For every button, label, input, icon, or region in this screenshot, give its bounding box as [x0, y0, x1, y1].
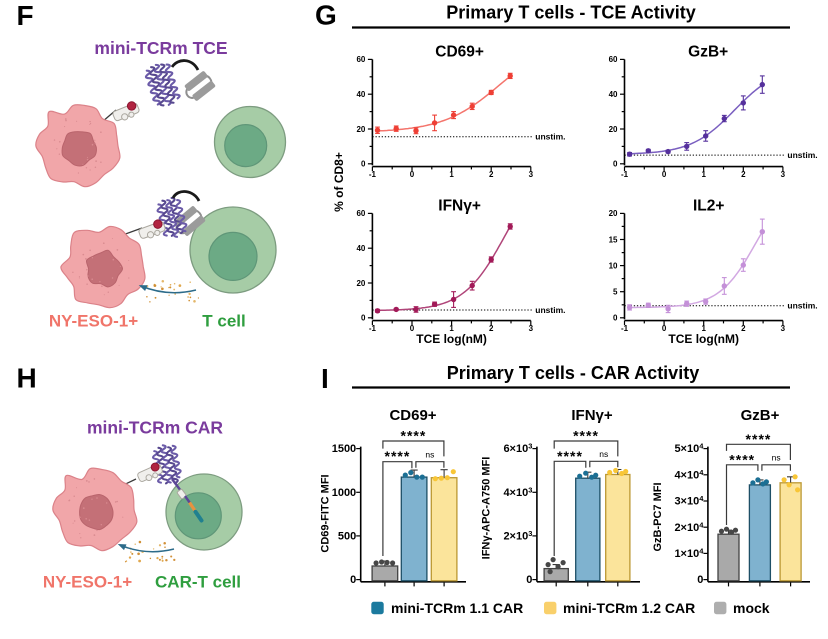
svg-text:unstim.: unstim. [535, 132, 565, 142]
svg-text:IFNγ-APC-A750 MFI: IFNγ-APC-A750 MFI [481, 457, 493, 560]
svg-text:****: **** [385, 448, 411, 464]
svg-text:0: 0 [613, 314, 618, 323]
svg-text:Primary T cells - TCE Activity: Primary T cells - TCE Activity [446, 3, 695, 23]
svg-text:****: **** [746, 431, 772, 447]
svg-text:ns: ns [425, 449, 434, 459]
svg-text:0: 0 [662, 324, 667, 333]
svg-text:1: 1 [449, 324, 454, 333]
svg-text:I: I [321, 363, 329, 394]
svg-text:1: 1 [701, 170, 706, 179]
svg-text:40: 40 [356, 90, 365, 99]
svg-text:3×104: 3×104 [674, 494, 704, 508]
svg-text:ns: ns [772, 452, 781, 462]
svg-text:-1: -1 [369, 170, 377, 179]
svg-text:4×104: 4×104 [674, 468, 704, 482]
svg-text:IFNγ+: IFNγ+ [571, 407, 613, 424]
svg-text:60: 60 [356, 55, 365, 64]
svg-text:3: 3 [529, 170, 534, 179]
svg-text:1000: 1000 [332, 487, 356, 499]
svg-text:3: 3 [781, 170, 786, 179]
svg-text:3: 3 [529, 324, 534, 333]
svg-text:H: H [17, 363, 37, 394]
svg-text:****: **** [573, 428, 599, 444]
svg-text:mini-TCRm 1.1 CAR: mini-TCRm 1.1 CAR [391, 600, 523, 616]
svg-text:1×104: 1×104 [674, 547, 704, 561]
svg-text:F: F [17, 0, 34, 31]
svg-text:unstim.: unstim. [787, 301, 817, 311]
svg-text:2: 2 [489, 170, 494, 179]
svg-text:0: 0 [361, 314, 366, 323]
svg-text:1: 1 [449, 170, 454, 179]
svg-text:1500: 1500 [332, 443, 356, 455]
svg-text:-1: -1 [621, 170, 629, 179]
svg-text:2: 2 [489, 324, 494, 333]
svg-text:TCE log(nM): TCE log(nM) [416, 332, 487, 346]
svg-text:3: 3 [781, 324, 786, 333]
svg-text:0: 0 [410, 170, 415, 179]
svg-text:10: 10 [609, 261, 618, 270]
svg-text:2: 2 [741, 170, 746, 179]
svg-text:0: 0 [361, 160, 366, 169]
svg-text:G: G [315, 0, 337, 31]
svg-text:IL2+: IL2+ [693, 197, 724, 214]
svg-text:0: 0 [662, 170, 667, 179]
svg-text:NY-ESO-1+: NY-ESO-1+ [49, 312, 138, 331]
svg-text:15: 15 [609, 235, 618, 244]
svg-text:ns: ns [599, 449, 608, 459]
svg-text:20: 20 [609, 125, 618, 134]
svg-text:Primary T cells - CAR Activity: Primary T cells - CAR Activity [447, 363, 699, 383]
svg-text:mini-TCRm 1.2 CAR: mini-TCRm 1.2 CAR [563, 600, 695, 616]
svg-text:GzB-PC7 MFI: GzB-PC7 MFI [652, 482, 664, 551]
svg-text:0: 0 [350, 574, 356, 586]
svg-text:****: **** [557, 448, 583, 464]
svg-text:mini-TCRm TCE: mini-TCRm TCE [94, 38, 227, 58]
svg-text:CD69-FITC MFI: CD69-FITC MFI [320, 474, 332, 552]
svg-text:20: 20 [356, 125, 365, 134]
svg-text:5×104: 5×104 [674, 442, 704, 456]
svg-text:-1: -1 [369, 324, 377, 333]
svg-text:T cell: T cell [202, 312, 245, 331]
svg-text:CD69+: CD69+ [435, 43, 484, 60]
svg-text:500: 500 [338, 531, 356, 543]
svg-text:GzB+: GzB+ [741, 407, 780, 424]
svg-text:-1: -1 [621, 324, 629, 333]
svg-text:2×104: 2×104 [674, 520, 704, 534]
svg-text:****: **** [729, 451, 755, 467]
svg-text:6×103: 6×103 [503, 442, 532, 456]
svg-text:2×103: 2×103 [503, 529, 532, 543]
svg-text:0: 0 [526, 574, 532, 586]
svg-text:2: 2 [741, 324, 746, 333]
svg-text:mock: mock [733, 600, 770, 616]
svg-text:NY-ESO-1+: NY-ESO-1+ [43, 573, 132, 592]
svg-text:5: 5 [613, 288, 618, 297]
svg-text:60: 60 [356, 209, 365, 218]
svg-text:0: 0 [697, 574, 703, 586]
svg-text:mini-TCRm CAR: mini-TCRm CAR [87, 418, 223, 438]
svg-text:60: 60 [609, 55, 618, 64]
svg-text:% of CD8+: % of CD8+ [332, 152, 346, 212]
svg-text:****: **** [401, 428, 427, 444]
svg-text:CD69+: CD69+ [389, 407, 436, 424]
svg-text:IFNγ+: IFNγ+ [438, 197, 481, 214]
svg-text:0: 0 [613, 160, 618, 169]
svg-text:0: 0 [410, 324, 415, 333]
svg-text:4×103: 4×103 [503, 485, 532, 499]
svg-text:20: 20 [609, 209, 618, 218]
svg-text:unstim.: unstim. [535, 305, 565, 315]
svg-text:1: 1 [701, 324, 706, 333]
svg-text:CAR-T cell: CAR-T cell [155, 573, 241, 592]
svg-text:GzB+: GzB+ [688, 43, 728, 60]
svg-text:40: 40 [356, 244, 365, 253]
svg-text:40: 40 [609, 90, 618, 99]
svg-text:TCE log(nM): TCE log(nM) [668, 332, 739, 346]
svg-text:20: 20 [356, 279, 365, 288]
svg-text:unstim.: unstim. [787, 150, 817, 160]
